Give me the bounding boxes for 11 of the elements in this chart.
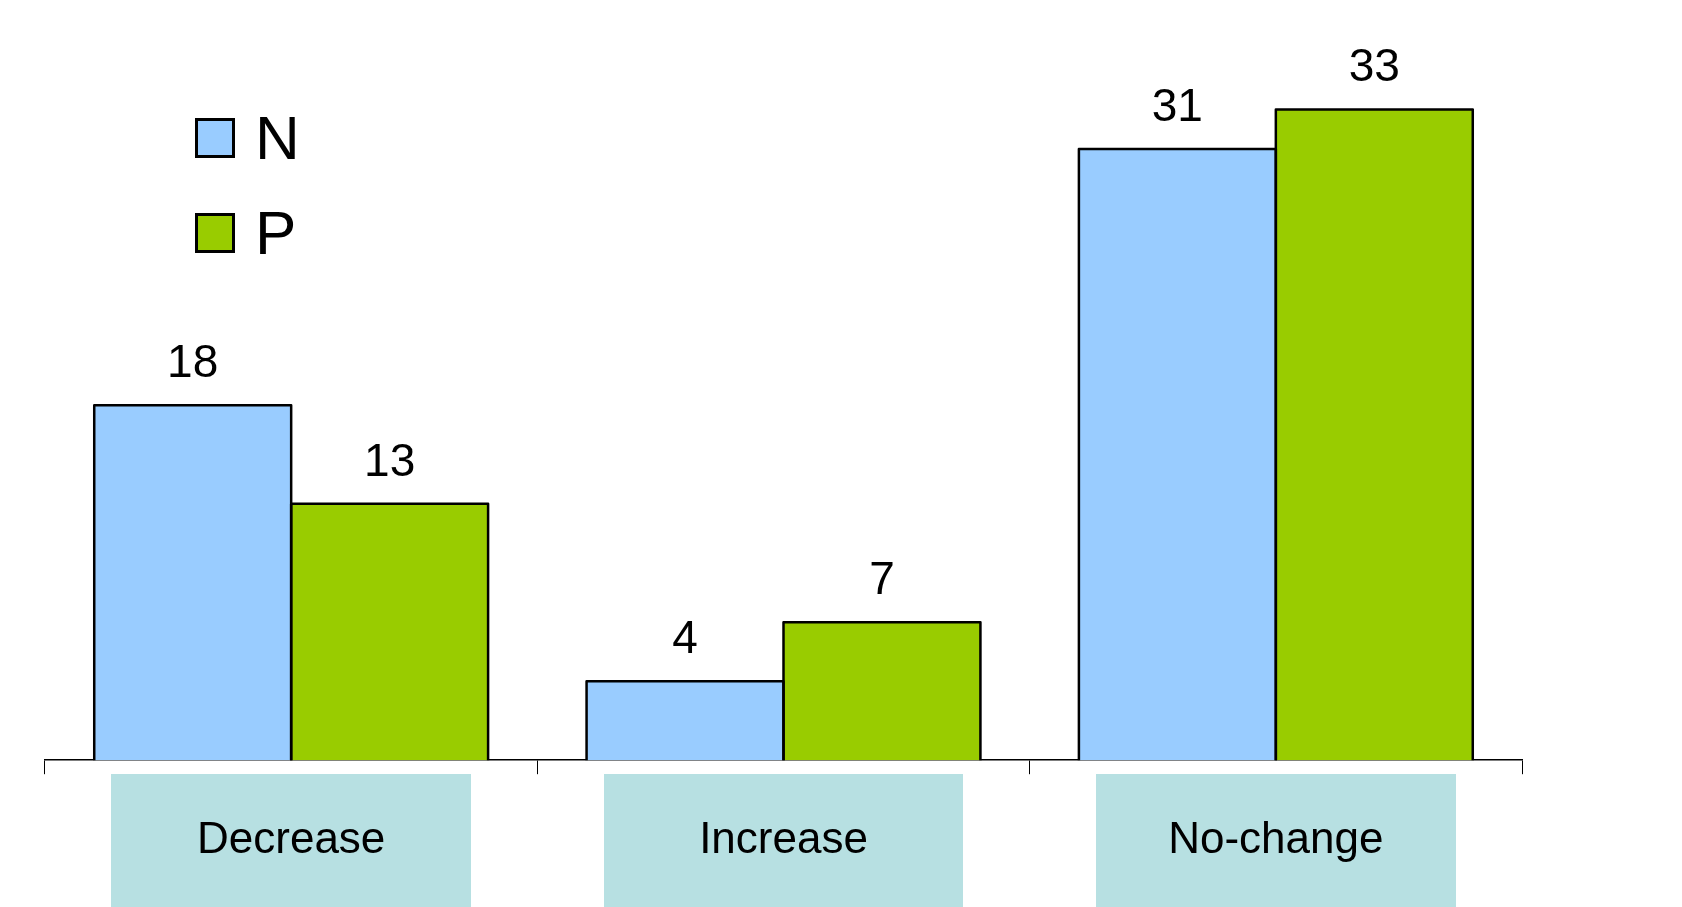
x-tick-label: Decrease bbox=[197, 812, 386, 862]
legend-label: N bbox=[255, 102, 300, 173]
data-label: 4 bbox=[672, 611, 698, 664]
legend-label: P bbox=[255, 197, 297, 268]
data-label: 33 bbox=[1348, 39, 1400, 92]
data-label: 13 bbox=[364, 433, 416, 486]
data-label: 18 bbox=[167, 334, 219, 387]
x-tick-label: No-change bbox=[1168, 812, 1384, 862]
data-label: 31 bbox=[1151, 78, 1203, 131]
data-label: 7 bbox=[869, 551, 895, 604]
x-tick-label: Increase bbox=[699, 812, 868, 862]
